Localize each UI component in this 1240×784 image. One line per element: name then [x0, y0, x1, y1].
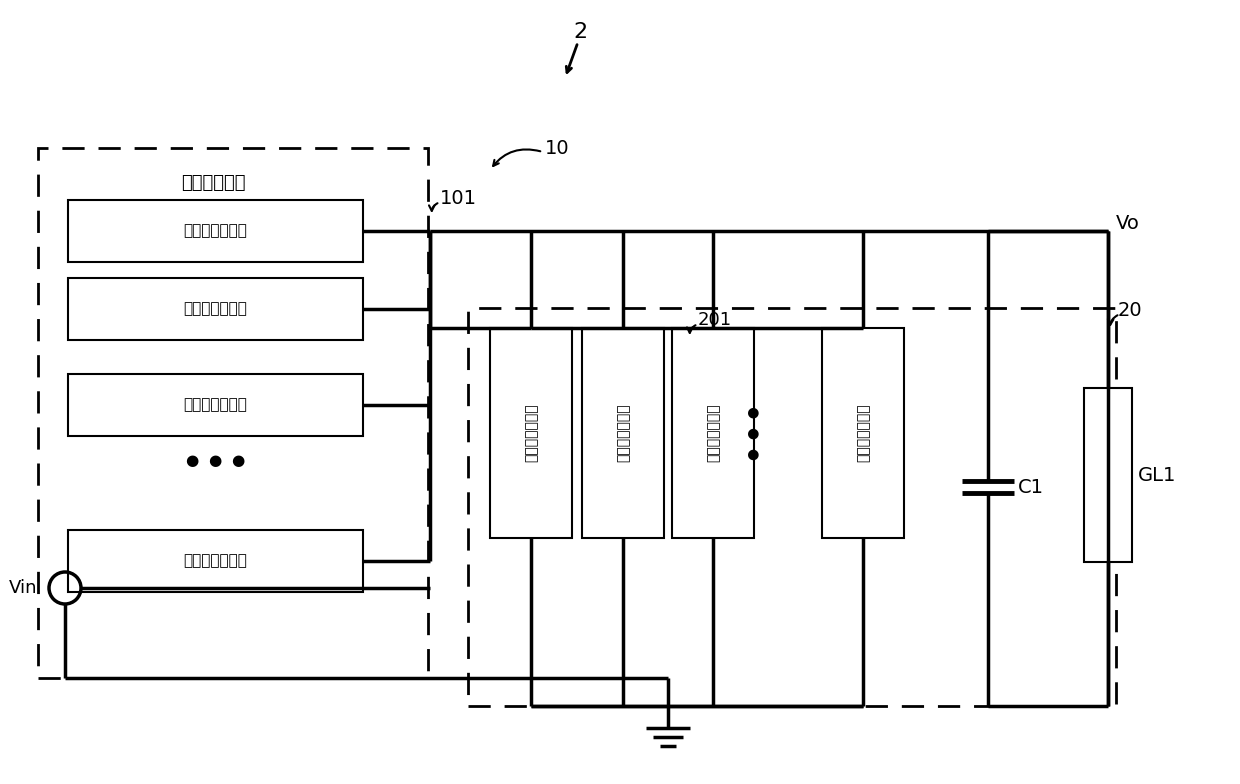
Text: 第二选择子电路: 第二选择子电路 — [856, 404, 870, 463]
Text: 第一选择子电路: 第一选择子电路 — [184, 397, 248, 412]
Text: 第一选择电路: 第一选择电路 — [181, 174, 246, 192]
Text: 201: 201 — [698, 311, 732, 329]
Bar — [1084, 388, 1132, 562]
Text: ●  ●  ●: ● ● ● — [746, 406, 760, 460]
Bar — [672, 328, 754, 538]
Text: GL1: GL1 — [1138, 466, 1177, 485]
Bar — [68, 200, 363, 262]
Text: 第一选择子电路: 第一选择子电路 — [184, 554, 248, 568]
Text: 第二选择子电路: 第二选择子电路 — [616, 404, 630, 463]
Bar — [822, 328, 904, 538]
Text: ●  ●  ●: ● ● ● — [186, 452, 246, 467]
Text: 2: 2 — [573, 22, 587, 42]
Text: 第一选择子电路: 第一选择子电路 — [184, 223, 248, 238]
Text: C1: C1 — [1018, 477, 1044, 496]
Text: 10: 10 — [546, 139, 569, 158]
Bar — [582, 328, 663, 538]
Bar — [68, 278, 363, 340]
Text: 101: 101 — [440, 188, 477, 208]
Text: Vin: Vin — [9, 579, 37, 597]
Text: 第二选择子电路: 第二选择子电路 — [525, 404, 538, 463]
Bar — [68, 530, 363, 592]
Text: 第二选择子电路: 第二选择子电路 — [706, 404, 720, 463]
Bar — [38, 148, 428, 678]
Bar — [467, 308, 1116, 706]
Text: 20: 20 — [1118, 300, 1142, 320]
Bar — [68, 374, 363, 436]
Bar — [490, 328, 572, 538]
Text: 第一选择子电路: 第一选择子电路 — [184, 302, 248, 317]
Text: Vo: Vo — [1116, 213, 1140, 233]
